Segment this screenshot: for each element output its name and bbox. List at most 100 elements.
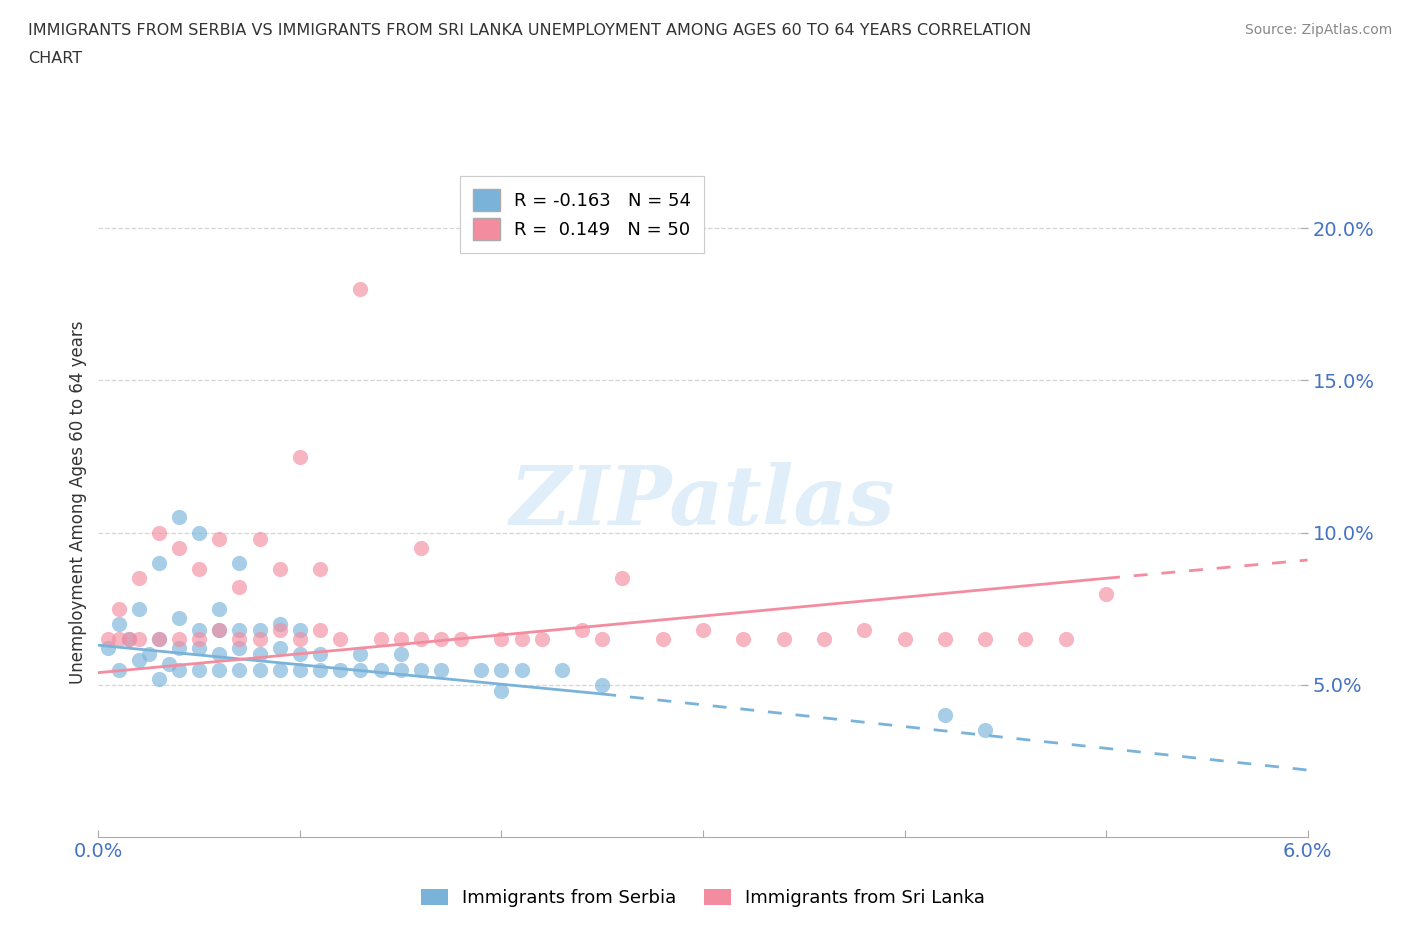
Point (107, 602, 129, 617)
Point (148, 555, 170, 570)
Point (107, 631, 129, 646)
Point (188, 641, 211, 656)
Point (389, 662, 412, 677)
Point (167, 631, 190, 646)
Y-axis label: Unemployment Among Ages 60 to 64 years: Unemployment Among Ages 60 to 64 years (69, 321, 87, 684)
Point (97, 631, 120, 646)
Point (692, 622, 714, 637)
Point (491, 684, 513, 698)
Point (249, 631, 271, 646)
Point (208, 622, 231, 637)
Point (934, 631, 956, 646)
Point (491, 631, 513, 646)
Point (228, 631, 250, 646)
Point (208, 662, 231, 677)
Point (249, 622, 271, 637)
Point (118, 631, 141, 646)
Point (107, 617, 129, 631)
Point (934, 708, 956, 723)
Point (409, 540, 432, 555)
Point (228, 580, 250, 595)
Point (733, 631, 755, 646)
Point (309, 647, 332, 662)
Point (157, 656, 180, 671)
Point (148, 671, 170, 686)
Point (188, 525, 211, 540)
Point (148, 631, 170, 646)
Point (208, 622, 231, 637)
Point (612, 571, 634, 586)
Point (571, 622, 593, 637)
Point (591, 631, 613, 646)
Point (389, 647, 412, 662)
Point (974, 723, 997, 737)
Point (510, 662, 533, 677)
Point (228, 641, 250, 656)
Point (470, 662, 492, 677)
Point (409, 662, 432, 677)
Text: Source: ZipAtlas.com: Source: ZipAtlas.com (1244, 23, 1392, 37)
Point (450, 631, 472, 646)
Point (188, 631, 211, 646)
Point (409, 631, 432, 646)
Point (128, 571, 150, 586)
Point (853, 622, 876, 637)
Point (349, 647, 371, 662)
Point (329, 662, 352, 677)
Point (188, 622, 211, 637)
Point (309, 662, 332, 677)
Point (128, 653, 150, 668)
Point (430, 662, 453, 677)
Point (269, 617, 291, 631)
Point (208, 602, 231, 617)
Point (249, 662, 271, 677)
Point (228, 662, 250, 677)
Point (530, 631, 553, 646)
Point (329, 631, 352, 646)
Point (269, 641, 291, 656)
Point (188, 562, 211, 577)
Point (148, 525, 170, 540)
Point (510, 631, 533, 646)
Point (309, 562, 332, 577)
Point (349, 282, 371, 297)
Point (1014, 631, 1036, 646)
Point (491, 662, 513, 677)
Text: IMMIGRANTS FROM SERBIA VS IMMIGRANTS FROM SRI LANKA UNEMPLOYMENT AMONG AGES 60 T: IMMIGRANTS FROM SERBIA VS IMMIGRANTS FRO… (28, 23, 1032, 38)
Point (893, 631, 915, 646)
Point (591, 677, 613, 692)
Point (269, 662, 291, 677)
Point (167, 610, 190, 625)
Legend: Immigrants from Serbia, Immigrants from Sri Lanka: Immigrants from Serbia, Immigrants from … (412, 880, 994, 916)
Point (118, 631, 141, 646)
Point (772, 631, 794, 646)
Text: ZIPatlas: ZIPatlas (510, 462, 896, 542)
Point (128, 602, 150, 617)
Point (128, 631, 150, 646)
Point (430, 631, 453, 646)
Point (1095, 586, 1118, 601)
Point (813, 631, 835, 646)
Point (370, 631, 392, 646)
Point (167, 510, 190, 525)
Point (228, 555, 250, 570)
Point (249, 647, 271, 662)
Point (370, 662, 392, 677)
Point (228, 622, 250, 637)
Point (1054, 631, 1077, 646)
Point (551, 662, 574, 677)
Point (148, 631, 170, 646)
Point (107, 662, 129, 677)
Point (249, 531, 271, 546)
Point (167, 641, 190, 656)
Point (167, 662, 190, 677)
Point (138, 647, 160, 662)
Text: CHART: CHART (28, 51, 82, 66)
Point (97, 641, 120, 656)
Point (188, 662, 211, 677)
Point (167, 540, 190, 555)
Point (288, 647, 311, 662)
Point (288, 662, 311, 677)
Point (208, 647, 231, 662)
Point (974, 631, 997, 646)
